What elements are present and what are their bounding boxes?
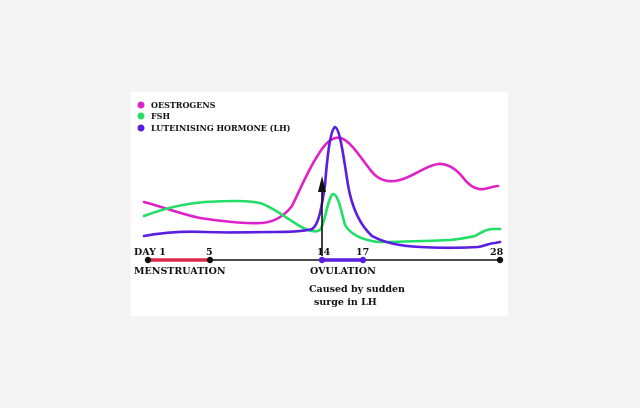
menstruation-label: MENSTRUATION (134, 266, 226, 277)
tick-label-17: 17 (356, 247, 369, 258)
legend-dot-lh (137, 124, 145, 132)
day-17-marker (359, 256, 367, 264)
legend: OESTROGENS FSH LUTEINISING HORMONE (LH) (137, 100, 291, 133)
legend-label-oestrogens: OESTROGENS (151, 100, 216, 110)
fsh-curve (142, 192, 502, 244)
tick-label-14: 14 (317, 247, 331, 258)
legend-dot-fsh (137, 112, 145, 120)
surge-note-line-2: surge in LH (314, 297, 377, 308)
legend-dot-oestrogens (137, 101, 145, 109)
day-1-marker (144, 256, 152, 264)
surge-note-line-1: Caused by sudden (309, 284, 405, 295)
tick-label-5: 5 (206, 247, 213, 258)
ovulation-label: OVULATION (310, 266, 376, 277)
tick-label-28: 28 (490, 247, 504, 258)
day-1-label: DAY 1 (134, 247, 166, 258)
arrowhead-icon (318, 176, 326, 192)
oestrogen-curve (142, 136, 500, 225)
day-14-marker (318, 256, 326, 264)
lh-surge-arrow (318, 176, 326, 256)
day-28-marker (496, 256, 504, 264)
legend-label-fsh: FSH (151, 111, 170, 121)
day-5-marker (206, 256, 214, 264)
lh-curve (142, 125, 502, 250)
legend-label-lh: LUTEINISING HORMONE (LH) (151, 123, 291, 133)
